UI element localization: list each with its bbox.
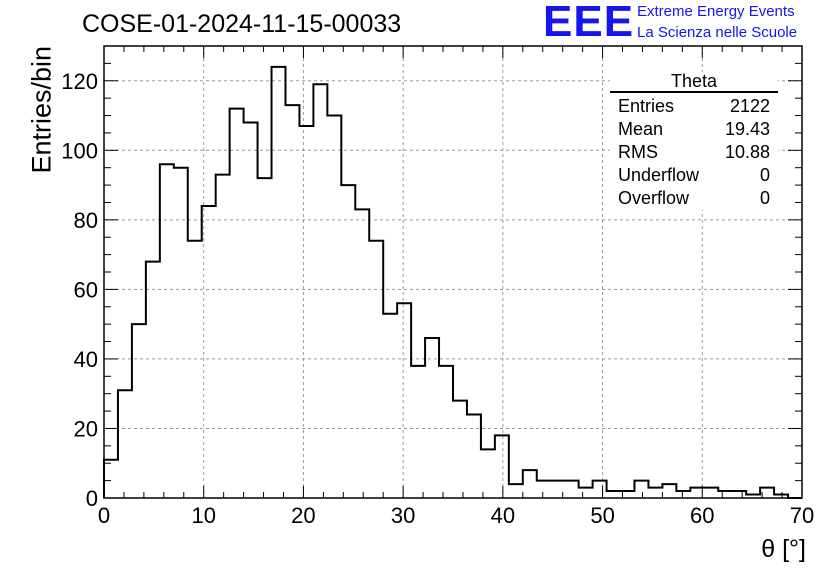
stats-label: Underflow: [618, 165, 700, 185]
stats-box: Theta Entries 2122 Mean 19.43 RMS 10.88 …: [610, 72, 778, 210]
stats-label: Overflow: [618, 188, 690, 208]
stats-value: 10.88: [724, 142, 770, 162]
stats-label: Entries: [618, 96, 675, 116]
chart-title: COSE-01-2024-11-15-00033: [82, 10, 402, 38]
y-tick-label: 100: [61, 138, 98, 163]
stats-label: RMS: [618, 142, 658, 162]
x-tick-label: 60: [690, 503, 714, 528]
logo-line-2: La Scienza nelle Scuole: [637, 24, 798, 41]
y-tick-label: 0: [86, 486, 98, 511]
logo-line-1: Extreme Energy Events: [637, 3, 795, 20]
y-tick-label: 60: [74, 277, 98, 302]
stats-row-overflow: Overflow 0: [610, 187, 778, 210]
stats-row-underflow: Underflow 0: [610, 164, 778, 187]
stats-row-entries: Entries 2122: [610, 95, 778, 118]
stats-value: 2122: [729, 96, 770, 116]
y-tick-label: 40: [74, 347, 98, 372]
x-tick-label: 10: [191, 503, 215, 528]
y-tick-label: 80: [74, 208, 98, 233]
eee-logo: EEE: [543, 0, 635, 46]
y-axis-label: Entries/bin: [26, 45, 57, 174]
stats-value: 0: [759, 165, 770, 185]
stats-value: 0: [759, 188, 770, 208]
stats-label: Mean: [618, 119, 664, 139]
stats-row-mean: Mean 19.43: [610, 118, 778, 141]
x-tick-label: 50: [590, 503, 614, 528]
x-tick-label: 0: [98, 503, 110, 528]
stats-title: Theta: [610, 72, 778, 93]
x-axis-label: θ [°]: [761, 535, 806, 563]
y-tick-label: 20: [74, 416, 98, 441]
x-tick-label: 30: [391, 503, 415, 528]
stats-row-rms: RMS 10.88: [610, 141, 778, 164]
x-tick-label: 20: [291, 503, 315, 528]
histogram-series: [103, 65, 802, 499]
stats-value: 19.43: [724, 119, 770, 139]
y-tick-label: 120: [61, 69, 98, 94]
x-tick-label: 70: [790, 503, 814, 528]
x-tick-label: 40: [491, 503, 515, 528]
